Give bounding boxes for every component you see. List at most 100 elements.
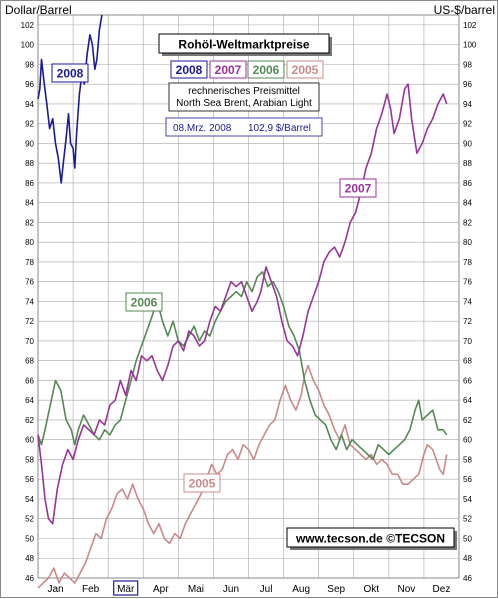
y-axis-label-left: Dollar/Barrel	[5, 3, 72, 17]
y-tick-label-left: 96	[25, 80, 34, 89]
month-label: Sep	[327, 584, 345, 595]
y-axis-label-right: US-$/barrel	[434, 3, 495, 17]
y-tick-label-left: 72	[25, 317, 34, 326]
y-tick-label-right: 84	[463, 199, 472, 208]
series-label-box-2005	[183, 473, 221, 493]
y-tick-label-right: 92	[463, 120, 472, 129]
subtitle-line-2: North Sea Brent, Arabian Light	[176, 98, 312, 109]
y-tick-label-right: 94	[463, 100, 472, 109]
y-tick-label-right: 88	[463, 159, 472, 168]
month-label: Jan	[47, 584, 63, 595]
y-tick-label-left: 54	[25, 495, 34, 504]
month-label: Feb	[82, 584, 100, 595]
y-tick-label-right: 60	[463, 436, 472, 445]
copyright-text: www.tecson.de ©TECSON	[295, 532, 445, 546]
month-label: Mai	[188, 584, 204, 595]
y-tick-label-left: 46	[25, 574, 34, 583]
y-tick-label-left: 84	[25, 199, 34, 208]
month-label: Dez	[433, 584, 451, 595]
y-tick-label-right: 76	[463, 278, 472, 287]
y-tick-label-left: 66	[25, 376, 34, 385]
series-label-box-2008	[51, 63, 89, 83]
y-tick-label-left: 82	[25, 218, 34, 227]
series-label-2006: 2006	[131, 296, 158, 310]
month-label: Nov	[397, 584, 415, 595]
y-tick-label-left: 68	[25, 357, 34, 366]
series-line-2007	[37, 83, 448, 525]
y-tick-label-left: 58	[25, 455, 34, 464]
legend-box-2007	[209, 60, 247, 79]
y-tick-label-left: 74	[25, 297, 34, 306]
series-lines	[37, 14, 448, 589]
month-label: Mär	[117, 584, 135, 595]
y-tick-label-left: 56	[25, 475, 34, 484]
y-tick-label-right: 74	[463, 297, 472, 306]
y-tick-label-right: 82	[463, 218, 472, 227]
plot-area-border	[37, 14, 460, 579]
y-tick-label-left: 94	[25, 100, 34, 109]
y-tick-label-left: 62	[25, 416, 34, 425]
y-tick-label-left: 90	[25, 139, 34, 148]
y-tick-label-left: 102	[21, 21, 35, 30]
y-tick-label-left: 52	[25, 515, 34, 524]
y-tick-label-left: 64	[25, 396, 34, 405]
y-tick-label-left: 48	[25, 554, 34, 563]
legend-box-2005	[286, 60, 324, 79]
subtitle-line-1: rechnerisches Preismittel	[188, 86, 300, 97]
y-tick-label-right: 80	[463, 238, 472, 247]
series-label-2005: 2005	[189, 477, 216, 491]
y-tick-label-right: 102	[463, 21, 477, 30]
y-tick-label-left: 78	[25, 258, 34, 267]
y-tick-label-left: 76	[25, 278, 34, 287]
legend: 2008 2007 2006 2005	[170, 60, 324, 79]
latest-price-value: 102,9 $/Barrel	[248, 123, 311, 134]
y-tick-label-right: 54	[463, 495, 472, 504]
y-tick-label-right: 64	[463, 396, 472, 405]
series-label-2008: 2008	[57, 67, 84, 81]
y-tick-label-right: 62	[463, 416, 472, 425]
y-tick-label-right: 58	[463, 455, 472, 464]
series-label-box-2007	[339, 178, 377, 198]
y-tick-label-left: 88	[25, 159, 34, 168]
y-tick-label-left: 80	[25, 238, 34, 247]
month-labels: Jan Feb Mär Apr Mai Jun Jul Aug Sep Okt Nov Dez	[47, 580, 451, 596]
y-tick-label-right: 50	[463, 534, 472, 543]
legend-entry-2008: 2008	[176, 63, 203, 77]
y-tick-label-right: 90	[463, 139, 472, 148]
series-label-box-2006	[125, 292, 163, 312]
y-tick-label-right: 72	[463, 317, 472, 326]
latest-price-box	[165, 117, 323, 137]
legend-entry-2006: 2006	[253, 63, 280, 77]
month-label: Apr	[153, 584, 169, 595]
y-tick-labels: 46 46 48 48 50 50 52 52 54 54 56 56 58 58 60 60 62 62 64 64…	[21, 21, 477, 583]
legend-entry-2005: 2005	[292, 63, 319, 77]
legend-entry-2007: 2007	[215, 63, 242, 77]
y-tick-label-right: 68	[463, 357, 472, 366]
y-tick-label-left: 98	[25, 60, 34, 69]
month-highlight-box	[113, 580, 139, 596]
month-label: Okt	[364, 584, 380, 595]
series-label-2007: 2007	[345, 182, 372, 196]
y-tick-label-right: 56	[463, 475, 472, 484]
series-line-2005	[37, 364, 448, 589]
y-tick-label-left: 92	[25, 120, 34, 129]
y-tick-label-left: 86	[25, 179, 34, 188]
copyright-box	[286, 527, 455, 548]
y-tick-label-right: 66	[463, 376, 472, 385]
month-label: Jul	[260, 584, 273, 595]
y-tick-label-left: 50	[25, 534, 34, 543]
month-label: Jun	[223, 584, 239, 595]
y-tick-label-left: 60	[25, 436, 34, 445]
title-box	[158, 33, 330, 54]
y-tick-label-right: 100	[463, 41, 477, 50]
y-tick-label-right: 96	[463, 80, 472, 89]
y-tick-label-right: 98	[463, 60, 472, 69]
y-tick-label-right: 70	[463, 337, 472, 346]
legend-box-2008	[170, 60, 208, 79]
subtitle-box	[168, 82, 320, 112]
y-tick-label-right: 86	[463, 179, 472, 188]
y-tick-label-left: 100	[21, 41, 35, 50]
y-tick-label-right: 52	[463, 515, 472, 524]
